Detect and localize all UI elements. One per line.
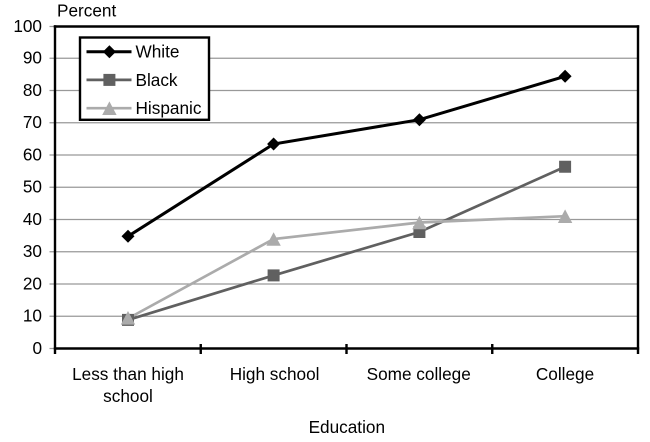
svg-text:60: 60 — [23, 144, 42, 164]
svg-text:90: 90 — [23, 48, 42, 68]
svg-text:Some college: Some college — [367, 364, 471, 384]
svg-text:White: White — [136, 42, 180, 62]
svg-text:High school: High school — [230, 364, 320, 384]
svg-text:Hispanic: Hispanic — [136, 98, 202, 118]
svg-text:Education: Education — [309, 417, 385, 437]
svg-text:school: school — [103, 386, 153, 406]
svg-text:80: 80 — [23, 80, 42, 100]
svg-text:0: 0 — [32, 338, 42, 358]
svg-text:30: 30 — [23, 241, 42, 261]
svg-text:10: 10 — [23, 306, 42, 326]
svg-text:Percent: Percent — [57, 1, 116, 21]
svg-text:40: 40 — [23, 209, 42, 229]
svg-text:College: College — [536, 364, 594, 384]
svg-text:100: 100 — [13, 16, 42, 36]
svg-text:70: 70 — [23, 112, 42, 132]
svg-text:50: 50 — [23, 177, 42, 197]
svg-text:20: 20 — [23, 273, 42, 293]
svg-text:Less than high: Less than high — [72, 364, 184, 384]
svg-text:Black: Black — [136, 70, 178, 90]
